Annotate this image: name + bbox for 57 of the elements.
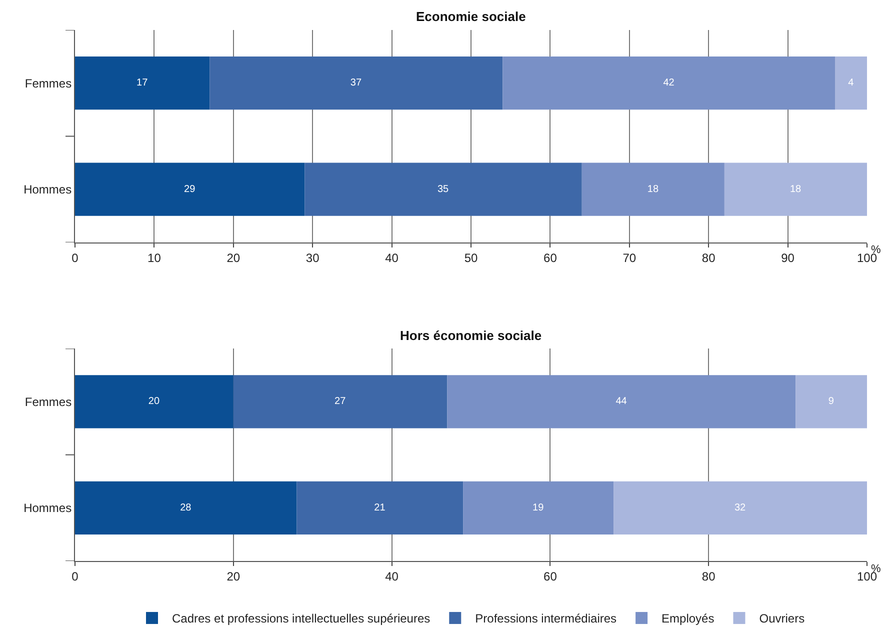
bar [75, 481, 297, 534]
bar [582, 162, 724, 216]
x-tick-label: 60 [544, 569, 558, 584]
x-tick-label: 10 [148, 250, 162, 265]
x-tick-label: 80 [702, 250, 716, 265]
x-tick-label: 70 [622, 250, 636, 265]
data-label: 4 [848, 78, 854, 89]
bar [210, 56, 503, 110]
bar [75, 162, 305, 216]
data-label: 35 [438, 184, 450, 195]
x-tick-label: 40 [385, 250, 399, 265]
bar [835, 56, 867, 110]
data-label: 17 [136, 78, 148, 89]
x-tick-label: 0 [72, 569, 79, 584]
y-tick-label: Femmes [24, 394, 72, 409]
x-tick-label: 90 [781, 250, 795, 265]
data-label: 19 [532, 502, 544, 514]
chart-title: Economie sociale [416, 9, 526, 24]
data-label: 32 [734, 502, 746, 514]
bar [724, 162, 867, 216]
bar [233, 375, 448, 428]
data-label: 29 [184, 184, 196, 195]
x-tick-label: 0 [72, 250, 79, 265]
bar [75, 375, 234, 428]
bar [75, 56, 210, 110]
data-label: 44 [616, 396, 628, 408]
data-label: 20 [148, 396, 160, 408]
x-tick-label: 20 [226, 250, 240, 265]
bar [614, 481, 867, 534]
bar [502, 56, 836, 110]
x-tick-label: 60 [544, 250, 558, 265]
y-tick-label: Hommes [24, 501, 72, 516]
x-tick-label: 80 [702, 569, 716, 584]
data-label: 27 [334, 396, 346, 408]
bar [296, 481, 464, 534]
legend-label: Cadres et professions intellectuelles supérieures [172, 612, 430, 626]
data-label: 18 [647, 184, 659, 195]
bar [447, 375, 796, 428]
bar [304, 162, 582, 216]
data-label: 42 [663, 78, 675, 89]
bar [463, 481, 614, 534]
data-label: 37 [350, 78, 362, 89]
data-label: 21 [374, 502, 386, 514]
legend-label: Professions intermédiaires [475, 612, 617, 626]
bar [796, 375, 867, 428]
chart-title: Hors économie sociale [400, 328, 542, 343]
y-tick-label: Hommes [24, 182, 72, 196]
x-tick-label: 20 [226, 569, 240, 584]
legend-label: Ouvriers [759, 612, 805, 626]
data-label: 18 [790, 184, 802, 195]
x-tick-label: 30 [306, 250, 320, 265]
x-tick-label: 50 [464, 250, 478, 265]
x-tick-label: 40 [385, 569, 399, 584]
data-label: 28 [180, 502, 192, 514]
legend-label: Employés [662, 612, 714, 626]
data-label: 9 [828, 396, 834, 408]
y-tick-label: Femmes [24, 76, 72, 90]
